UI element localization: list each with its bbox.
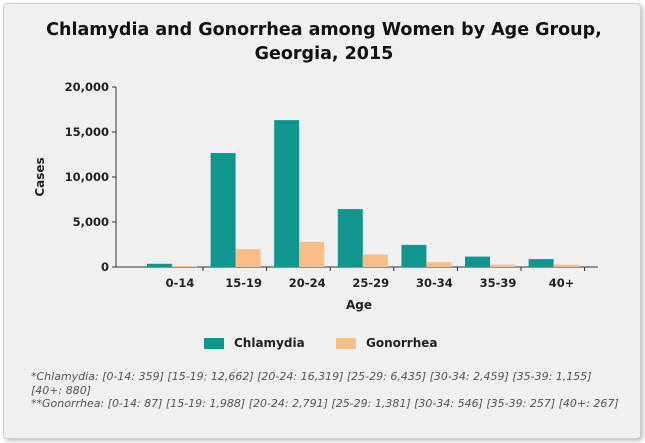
bar-chlamydia-0-14 xyxy=(147,263,172,267)
bar-chlamydia-15-19 xyxy=(210,153,236,267)
bar-gonorrhea-30-34 xyxy=(426,262,452,267)
bar-gonorrhea-20-24 xyxy=(299,241,325,267)
x-tick-label: 15-19 xyxy=(225,276,262,290)
legend-item-chlamydia: Chlamydia xyxy=(204,333,305,353)
y-tick-label: 10,000 xyxy=(65,170,109,184)
bars xyxy=(147,120,579,267)
tick-labels: 0 5,000 10,000 15,000 20,000 Cases 0-14 15-19 20… xyxy=(33,80,574,312)
x-tick-label: 20-24 xyxy=(289,276,326,290)
bar-chlamydia-40+ xyxy=(528,259,554,267)
legend-label-gonorrhea: Gonorrhea xyxy=(366,336,438,350)
y-tick-label: 0 xyxy=(101,260,109,274)
note-chlamydia: *Chlamydia: [0-14: 359] [15-19: 12,662] … xyxy=(31,370,592,397)
bar-gonorrhea-40+ xyxy=(553,264,579,267)
bar-gonorrhea-35-39 xyxy=(490,264,515,267)
x-tick-label: 30-34 xyxy=(416,276,453,290)
bar-chlamydia-30-34 xyxy=(401,244,427,267)
bar-chlamydia-25-29 xyxy=(337,209,363,267)
x-axis-title: Age xyxy=(346,298,372,312)
bar-gonorrhea-15-19 xyxy=(235,249,261,267)
data-notes: *Chlamydia: [0-14: 359] [15-19: 12,662] … xyxy=(31,370,621,411)
bar-gonorrhea-0-14 xyxy=(172,266,197,267)
y-axis-title: Cases xyxy=(33,157,47,196)
bar-chlamydia-20-24 xyxy=(274,120,300,267)
y-tick-label: 15,000 xyxy=(65,125,109,139)
x-tick-label: 35-39 xyxy=(480,276,517,290)
legend-item-gonorrhea: Gonorrhea xyxy=(336,333,438,353)
x-tick-label: 25-29 xyxy=(352,276,389,290)
note-gonorrhea: **Gonorrhea: [0-14: 87] [15-19: 1,988] [… xyxy=(31,397,619,410)
x-tick-label: 40+ xyxy=(549,276,575,290)
bar-gonorrhea-25-29 xyxy=(362,254,388,267)
y-tick-label: 20,000 xyxy=(65,80,109,94)
legend-swatch-chlamydia xyxy=(204,337,224,349)
chart-plot: 0 5,000 10,000 15,000 20,000 Cases 0-14 15-19 20… xyxy=(33,80,598,312)
x-tick-label: 0-14 xyxy=(166,276,195,290)
legend-swatch-gonorrhea xyxy=(336,337,356,349)
y-tick-label: 5,000 xyxy=(73,215,109,229)
bar-chlamydia-35-39 xyxy=(465,256,490,267)
chart-card: Chlamydia and Gonorrhea among Women by A… xyxy=(3,3,641,439)
chart-title: Chlamydia and Gonorrhea among Women by A… xyxy=(46,20,602,64)
legend-label-chlamydia: Chlamydia xyxy=(234,336,305,350)
legend: Chlamydia Gonorrhea xyxy=(4,333,640,355)
